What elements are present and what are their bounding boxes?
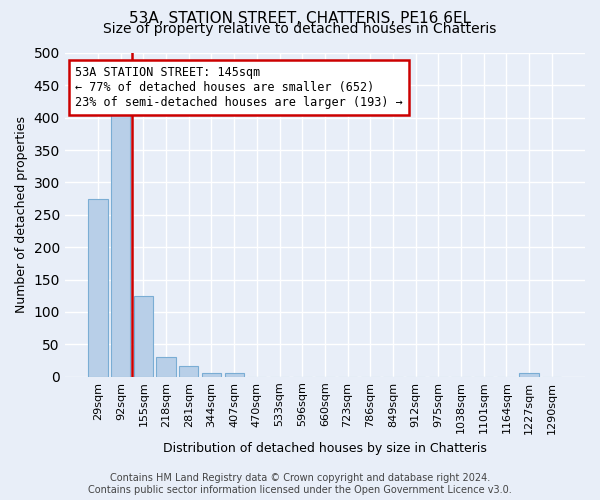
Bar	[224, 374, 244, 376]
Bar	[111, 114, 130, 376]
X-axis label: Distribution of detached houses by size in Chatteris: Distribution of detached houses by size …	[163, 442, 487, 455]
Text: 53A, STATION STREET, CHATTERIS, PE16 6EL: 53A, STATION STREET, CHATTERIS, PE16 6EL	[129, 11, 471, 26]
Text: 53A STATION STREET: 145sqm
← 77% of detached houses are smaller (652)
23% of sem: 53A STATION STREET: 145sqm ← 77% of deta…	[75, 66, 403, 109]
Bar	[157, 358, 176, 376]
Bar	[179, 366, 199, 376]
Bar	[520, 374, 539, 376]
Y-axis label: Number of detached properties: Number of detached properties	[15, 116, 28, 314]
Bar	[134, 296, 153, 376]
Bar	[88, 198, 108, 376]
Bar	[202, 374, 221, 376]
Text: Size of property relative to detached houses in Chatteris: Size of property relative to detached ho…	[103, 22, 497, 36]
Text: Contains HM Land Registry data © Crown copyright and database right 2024.
Contai: Contains HM Land Registry data © Crown c…	[88, 474, 512, 495]
